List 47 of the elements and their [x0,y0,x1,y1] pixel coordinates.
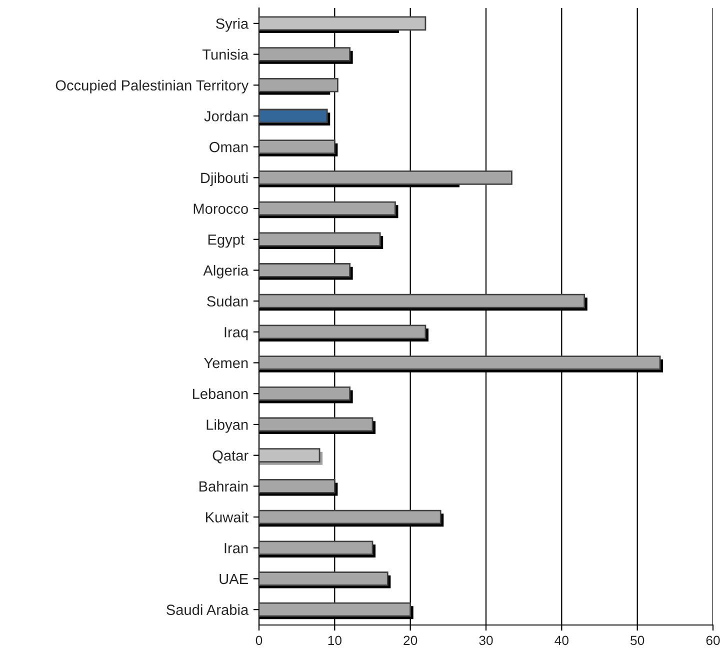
bar [259,510,442,524]
bar [259,540,374,556]
bar [259,78,338,92]
bar [259,294,586,308]
bar [259,170,512,185]
y-tick-label: Sudan [207,296,248,307]
bar [259,448,320,462]
bar [259,108,328,124]
y-tick-label: Saudi Arabia [166,604,249,616]
y-tick-label: Occupied Palestinian Territory [56,80,249,94]
y-tick-label: Iraq [224,327,248,340]
y-tick-label: Bahrain [200,480,248,492]
y-tick-label: Libyan [206,419,248,433]
x-tick-label: 20 [404,636,418,646]
x-tick-label: 10 [328,636,342,646]
y-tick-label: Syria [216,18,249,32]
x-tick-label: 40 [554,636,568,646]
bar [259,201,396,216]
bar [259,16,426,31]
y-tick-label: Tunisia [202,48,249,60]
y-tick-label: Morocco [194,204,248,214]
y-tick-label: Kuwait [206,512,248,522]
y-tick-label: Qatar [212,450,248,464]
bar [259,479,336,494]
x-tick-label: 0 [256,636,262,646]
bar [259,47,350,62]
y-tick-label: UAE [220,574,248,584]
y-tick-label: Egypt [208,234,244,248]
y-tick-label: Iran [224,543,248,554]
bar [259,572,388,586]
bar [259,324,426,340]
y-tick-label: Oman [210,142,248,152]
y-tick-label: Jordan [204,110,248,122]
y-tick-label: Yemen [204,358,248,368]
bar [259,386,350,401]
x-tick-label: 30 [479,636,493,646]
y-tick-label: Lebanon [193,388,248,400]
bar [259,602,412,617]
x-tick-label: 60 [706,636,720,646]
x-tick-label: 50 [630,636,644,646]
y-tick-label: Djibouti [201,172,248,186]
y-tick-label: Algeria [203,264,249,279]
bar [259,232,381,247]
bar [259,140,336,154]
bar [259,417,374,432]
bar [259,356,661,370]
bar [259,263,350,278]
